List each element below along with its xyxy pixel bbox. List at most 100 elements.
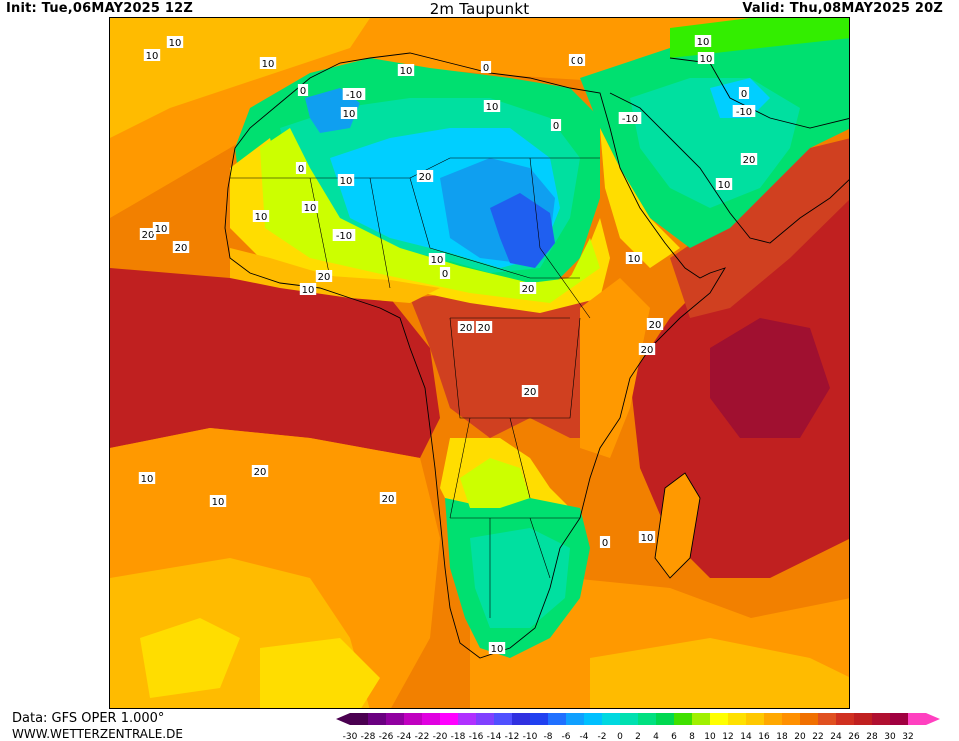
- dewpoint-map[interactable]: 10 10 -10 0 10 0 -10 20 10 20 20 10 20 20 20 20 10 0 10 20 1…: [109, 17, 850, 709]
- contour-label: 20: [646, 318, 664, 331]
- contour-label: 10: [397, 64, 415, 77]
- contour-label: 10: [299, 283, 317, 296]
- svg-text:20: 20: [524, 387, 537, 398]
- svg-text:0: 0: [483, 63, 489, 74]
- scale-swatch: [422, 713, 440, 725]
- contour-label: 10: [340, 107, 358, 120]
- field-atlantic-deep: [110, 268, 440, 458]
- contour-label: -10: [618, 112, 642, 125]
- contour-label: 10: [252, 210, 270, 223]
- scale-swatch: [602, 713, 620, 725]
- contour-label: 20: [416, 170, 434, 183]
- scale-tick-label: -22: [415, 732, 430, 741]
- scale-tick-label: 28: [866, 732, 878, 741]
- svg-text:20: 20: [318, 272, 331, 283]
- svg-text:-10: -10: [346, 90, 362, 101]
- contour-label: 10: [697, 52, 715, 65]
- chart-title: 2m Taupunkt: [429, 0, 530, 18]
- contour-label: 10: [143, 49, 161, 62]
- field-south-yellow-west: [140, 618, 240, 698]
- svg-text:20: 20: [460, 323, 473, 334]
- scale-swatch: [836, 713, 854, 725]
- scale-tick-label: -10: [523, 732, 538, 741]
- svg-text:0: 0: [577, 56, 583, 67]
- svg-text:10: 10: [155, 224, 168, 235]
- contour-label: 10: [428, 253, 446, 266]
- svg-text:20: 20: [142, 230, 155, 241]
- scale-tick-label: -2: [598, 732, 607, 741]
- svg-text:10: 10: [141, 474, 154, 485]
- scale-tick-label: -26: [379, 732, 394, 741]
- scale-tick-label: 8: [689, 732, 695, 741]
- scale-tick-label: -28: [361, 732, 376, 741]
- contour-label: 20: [315, 270, 333, 283]
- scale-swatch: [728, 713, 746, 725]
- scale-swatch: [584, 713, 602, 725]
- scale-tick-label: -6: [562, 732, 571, 741]
- field-kalahari-teal: [470, 528, 570, 628]
- svg-text:10: 10: [697, 37, 710, 48]
- contour-label: 20: [740, 153, 758, 166]
- svg-text:0: 0: [571, 56, 577, 67]
- scale-tick-label: 2: [635, 732, 641, 741]
- scale-tick-label: 6: [671, 732, 677, 741]
- scale-swatch: [386, 713, 404, 725]
- field-east-highlands: [580, 278, 650, 458]
- scale-swatch: [458, 713, 476, 725]
- svg-text:10: 10: [343, 109, 356, 120]
- scale-tick-label: -4: [580, 732, 589, 741]
- scale-swatch: [908, 713, 926, 725]
- contour-label: 10: [209, 495, 227, 508]
- contour-label: 20: [638, 343, 656, 356]
- svg-text:10: 10: [255, 212, 268, 223]
- init-time-label: Init: Tue,06MAY2025 12Z: [6, 1, 194, 16]
- scale-swatch: [692, 713, 710, 725]
- svg-text:-10: -10: [336, 231, 352, 242]
- contour-label: 10: [638, 531, 656, 544]
- scale-swatch: [368, 713, 386, 725]
- contour-label: 0: [439, 267, 451, 280]
- svg-text:10: 10: [431, 255, 444, 266]
- scale-tick-label: 20: [794, 732, 806, 741]
- contour-label: -10: [332, 229, 356, 242]
- svg-text:20: 20: [743, 155, 756, 166]
- contour-label: 10: [301, 201, 319, 214]
- scale-swatch: [440, 713, 458, 725]
- field-arabian-red: [670, 138, 849, 318]
- scale-tick-label: 10: [704, 732, 716, 741]
- svg-text:10: 10: [700, 54, 713, 65]
- scale-swatch: [800, 713, 818, 725]
- scale-swatch: [548, 713, 566, 725]
- svg-text:10: 10: [146, 51, 159, 62]
- website-label: WWW.WETTERZENTRALE.DE: [12, 727, 183, 741]
- svg-text:20: 20: [649, 320, 662, 331]
- scale-tick-label: 32: [902, 732, 913, 741]
- scale-swatch: [818, 713, 836, 725]
- scale-swatch: [764, 713, 782, 725]
- svg-text:0: 0: [553, 121, 559, 132]
- scale-swatch: [566, 713, 584, 725]
- scale-swatch: [476, 713, 494, 725]
- contour-label: 0: [295, 162, 307, 175]
- contour-label: 0: [480, 61, 492, 74]
- scale-tick-label: -8: [544, 732, 553, 741]
- svg-text:10: 10: [169, 38, 182, 49]
- scale-swatch: [746, 713, 764, 725]
- svg-text:20: 20: [478, 323, 491, 334]
- scale-tick-label: 18: [776, 732, 788, 741]
- contour-label: 20: [251, 465, 269, 478]
- svg-text:-10: -10: [736, 107, 752, 118]
- field-indian-darkest: [710, 318, 830, 438]
- scale-arrow-left: [336, 713, 350, 725]
- contour-label: 10: [138, 472, 156, 485]
- svg-text:10: 10: [400, 66, 413, 77]
- scale-tick-label: -18: [451, 732, 466, 741]
- field-south-indian-light: [590, 638, 849, 708]
- field-sahel-lime: [260, 128, 600, 303]
- field-levant-lime: [670, 18, 849, 58]
- scale-swatch: [854, 713, 872, 725]
- svg-text:-10: -10: [622, 114, 638, 125]
- scale-tick-label: -20: [433, 732, 448, 741]
- scale-swatch: [620, 713, 638, 725]
- field-kalahari-lime: [460, 458, 530, 508]
